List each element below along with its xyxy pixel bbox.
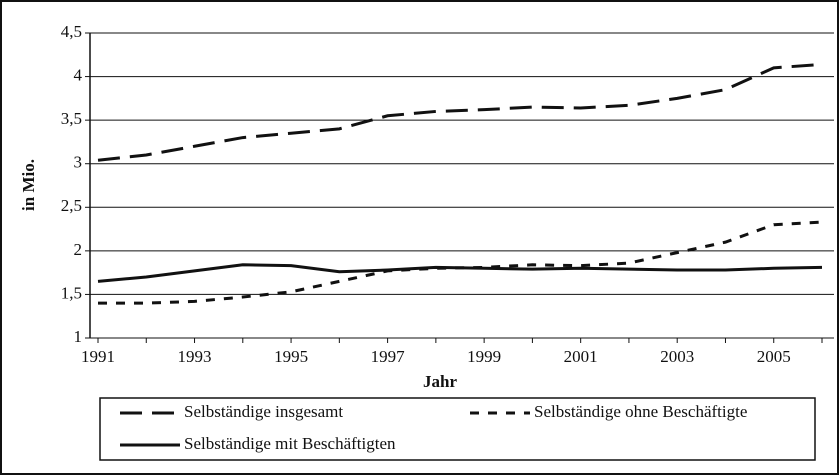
y-tick-label: 2,5 [61,196,82,215]
y-tick-label: 2 [74,240,83,259]
legend-label: Selbständige mit Beschäftigten [184,434,396,453]
legend-label: Selbständige ohne Beschäftigte [534,402,747,421]
y-tick-label: 1 [74,327,83,346]
x-tick-label: 1997 [371,347,406,366]
legend-label: Selbständige insgesamt [184,402,343,421]
line [97,263,823,283]
x-tick-label: 1993 [178,347,212,366]
x-tick-label: 1999 [467,347,501,366]
x-tick-label: 1991 [81,347,115,366]
x-axis-label: Jahr [423,372,457,391]
x-tick-label: 2003 [660,347,694,366]
x-tick-label: 1995 [274,347,308,366]
line [98,220,823,305]
y-tick-label: 4 [74,65,83,84]
line [97,62,823,162]
y-tick-label: 3,5 [61,109,82,128]
x-tick-label: 2001 [564,347,598,366]
legend [99,397,816,461]
y-axis-label: in Mio. [19,159,38,211]
x-tick-label: 2005 [757,347,791,366]
y-tick-label: 3 [74,153,83,172]
y-tick-label: 4,5 [61,22,82,41]
y-tick-label: 1,5 [61,283,82,302]
